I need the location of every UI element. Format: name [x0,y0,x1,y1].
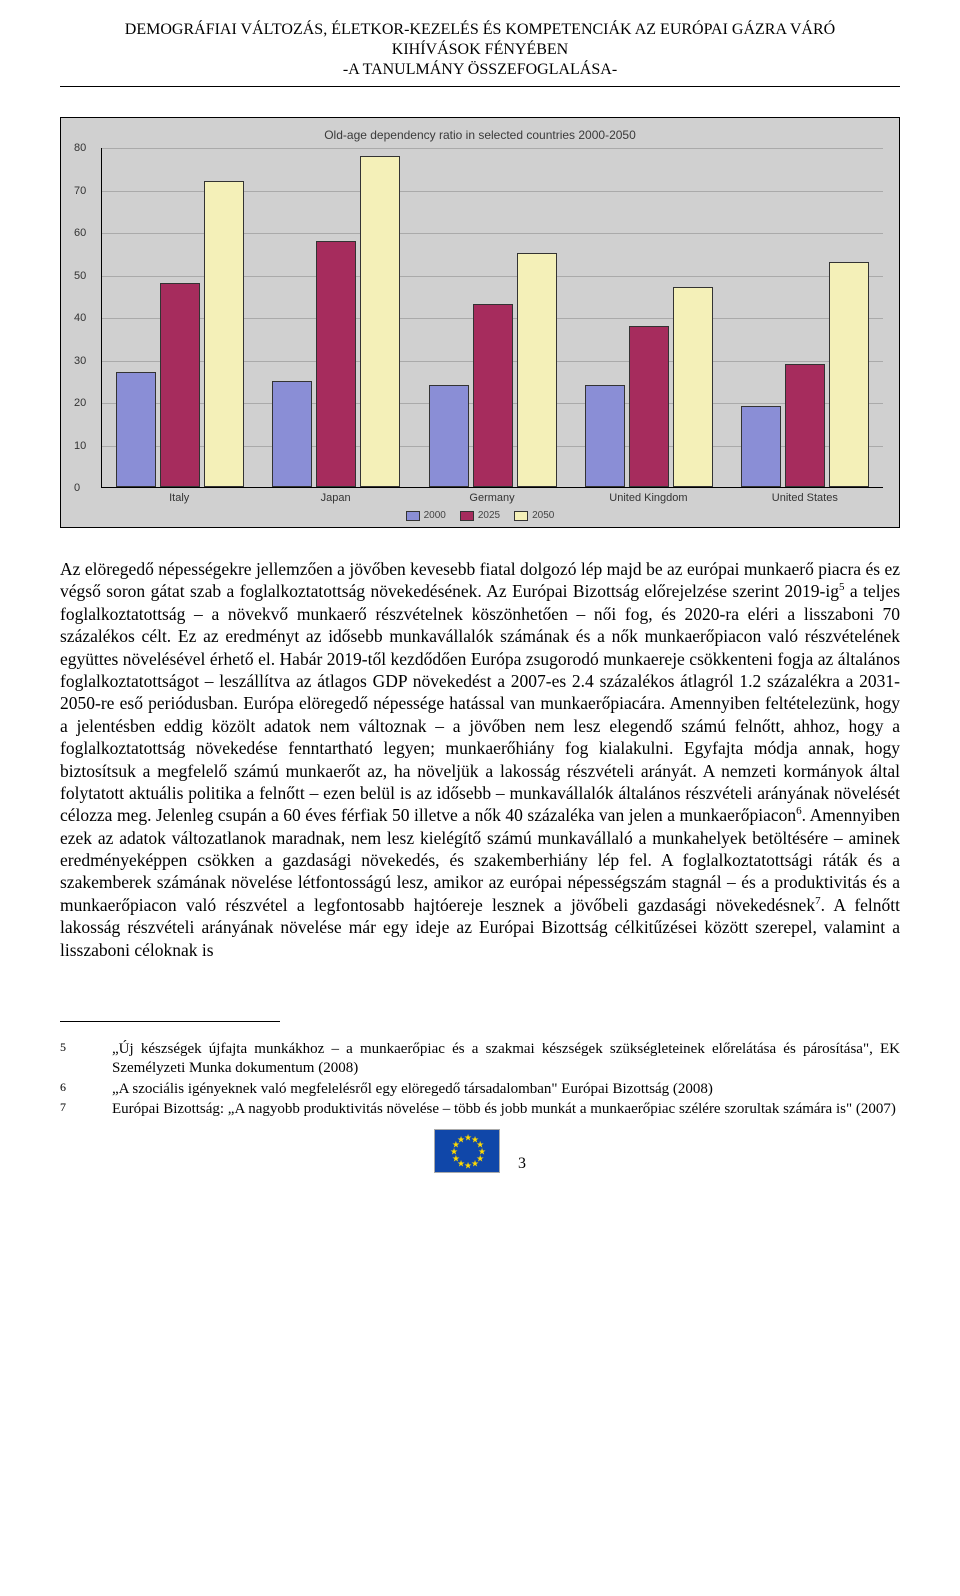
chart-bar [673,287,713,487]
chart-group [102,148,258,487]
footnote-text-6: „A szociális igényeknek való megfelelésr… [112,1080,900,1099]
chart-legend: 2000 2025 2050 [71,510,889,521]
chart-y-tick: 60 [74,227,86,239]
chart-group [571,148,727,487]
header-line-3: -A TANULMÁNY ÖSSZEFOGLALÁSA- [60,60,900,80]
chart-y-tick: 50 [74,270,86,282]
chart-legend-item: 2025 [460,510,500,521]
chart-y-tick: 10 [74,440,86,452]
chart-bar [316,241,356,488]
chart-y-tick: 0 [74,482,80,494]
chart-y-tick: 40 [74,312,86,324]
chart-x-tick: Italy [101,492,257,504]
header-divider [60,86,900,87]
chart-bar [629,326,669,488]
chart-bar [429,385,469,487]
chart-legend-item: 2050 [514,510,554,521]
chart-legend-label: 2000 [424,510,446,521]
chart-x-labels: ItalyJapanGermanyUnited KingdomUnited St… [101,492,883,504]
chart-y-tick: 30 [74,355,86,367]
chart-bar [272,381,312,487]
footnote-number-7: 7 [60,1100,84,1119]
chart-legend-item: 2000 [406,510,446,521]
chart-bar [160,283,200,487]
chart-bar [473,304,513,487]
eu-flag-icon: ★★★★★★★★★★★★ [434,1129,500,1173]
eu-flag-star-icon: ★ [457,1134,465,1145]
body-text-b: a teljes foglalkoztatottság – a növekvő … [60,581,900,825]
page-header: DEMOGRÁFIAI VÁLTOZÁS, ÉLETKOR-KEZELÉS ÉS… [60,20,900,80]
dependency-ratio-chart: Old-age dependency ratio in selected cou… [60,117,900,528]
chart-bar [204,181,244,487]
chart-x-tick: United States [727,492,883,504]
chart-title: Old-age dependency ratio in selected cou… [71,128,889,142]
chart-y-tick: 20 [74,397,86,409]
header-line-1: DEMOGRÁFIAI VÁLTOZÁS, ÉLETKOR-KEZELÉS ÉS… [60,20,900,40]
chart-legend-label: 2050 [532,510,554,521]
chart-group [414,148,570,487]
footnotes-block: 5 „Új készségek újfajta munkákhoz – a mu… [60,1040,900,1119]
page-number: 3 [518,1155,526,1173]
chart-legend-swatch [514,511,528,521]
chart-group [258,148,414,487]
footnote-number-6: 6 [60,1080,84,1099]
chart-y-tick: 70 [74,185,86,197]
page-footer: ★★★★★★★★★★★★ 3 [60,1129,900,1173]
chart-bar [517,253,557,487]
chart-groups [102,148,883,487]
body-paragraph: Az elöregedő népességekre jellemzően a j… [60,558,900,961]
chart-x-tick: Japan [257,492,413,504]
chart-bar [360,156,400,488]
body-text-a: Az elöregedő népességekre jellemzően a j… [60,559,900,601]
chart-legend-swatch [460,511,474,521]
eu-flag-star-icon: ★ [471,1159,479,1170]
chart-y-tick: 80 [74,142,86,154]
footnote-text-7: Európai Bizottság: „A nagyobb produktivi… [112,1100,900,1119]
chart-bar [741,406,781,487]
chart-group [727,148,883,487]
chart-bar [116,372,156,487]
footnote-number-5: 5 [60,1040,84,1078]
chart-bar [785,364,825,487]
chart-x-tick: United Kingdom [570,492,726,504]
eu-flag-star-icon: ★ [464,1161,472,1172]
chart-x-tick: Germany [414,492,570,504]
chart-bar [585,385,625,487]
footnote-divider [60,1021,280,1022]
footnote-text-5: „Új készségek újfajta munkákhoz – a munk… [112,1040,900,1078]
header-line-2: KIHÍVÁSOK FÉNYÉBEN [60,40,900,60]
chart-plot-area: 01020304050607080 [101,148,883,488]
chart-legend-label: 2025 [478,510,500,521]
chart-legend-swatch [406,511,420,521]
chart-bar [829,262,869,487]
